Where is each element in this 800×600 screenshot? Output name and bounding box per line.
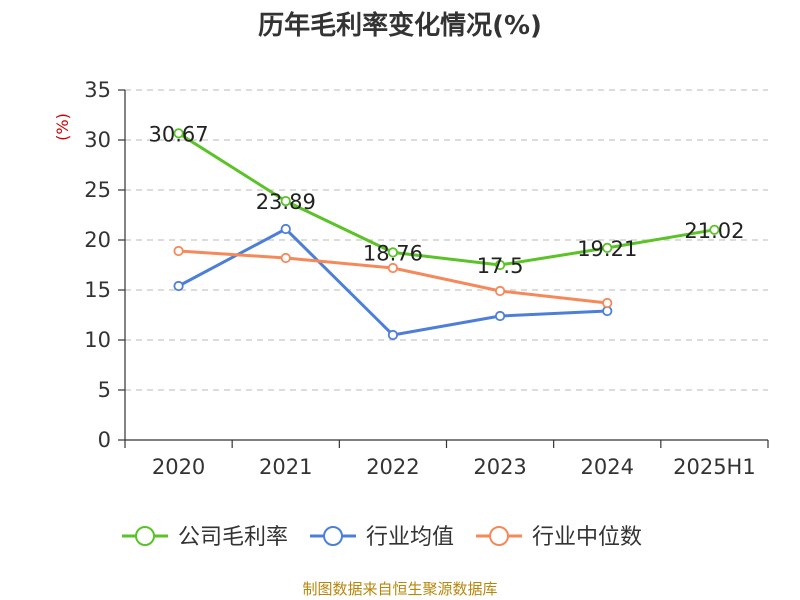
y-tick-label-35: 35 xyxy=(84,78,111,102)
series-2-point-2 xyxy=(387,262,399,274)
axes: 0 5 10 15 20 25 30 35 2020 2021 2022 2023 2024 2025H1 xyxy=(84,78,769,479)
y-tick-label-30: 30 xyxy=(84,128,111,152)
series-1-point-2 xyxy=(387,329,399,341)
legend: 公司毛利率 行业均值 行业中位数 xyxy=(122,525,642,550)
series-0-point-2 xyxy=(387,247,399,258)
series-line-0 xyxy=(177,132,715,267)
grid-lines xyxy=(125,89,768,391)
series-1-point-1 xyxy=(280,223,291,235)
x-tick-label-2023: 2023 xyxy=(473,455,526,479)
x-tick-label-2024: 2024 xyxy=(581,455,634,479)
data-label-0-3: 17.5 xyxy=(477,254,524,278)
legend-marker-0 xyxy=(135,526,155,546)
legend-label-0: 公司毛利率 xyxy=(178,525,288,550)
legend-label-2: 行业中位数 xyxy=(532,525,642,550)
y-tick-label-20: 20 xyxy=(84,228,111,252)
data-label-0-2: 18.76 xyxy=(363,241,423,265)
legend-marker-2 xyxy=(489,526,510,546)
series-0-point-1 xyxy=(280,196,291,207)
series-layer xyxy=(173,128,720,341)
series-0-point-4 xyxy=(602,242,613,253)
y-tick-label-0: 0 xyxy=(98,428,111,452)
series-1-point-3 xyxy=(494,310,506,322)
y-tick-label-25: 25 xyxy=(84,178,111,202)
data-label-0-1: 23.89 xyxy=(256,190,316,214)
y-tick-label-5: 5 xyxy=(98,378,111,402)
series-2-point-1 xyxy=(280,252,291,264)
series-2-point-0 xyxy=(173,245,184,257)
data-label-0-5: 21.02 xyxy=(684,219,744,243)
x-tick-label-2025H1: 2025H1 xyxy=(673,455,756,479)
data-label-0-0: 30.67 xyxy=(149,122,209,146)
y-axis-unit: (%) xyxy=(53,113,72,141)
data-labels: 30.67 23.89 18.76 17.5 19.21 21.02 xyxy=(149,122,745,278)
x-tick-label-2022: 2022 xyxy=(366,455,419,479)
legend-label-1: 行业均值 xyxy=(366,525,454,550)
series-2-point-4 xyxy=(602,297,613,309)
y-tick-label-15: 15 xyxy=(84,278,111,302)
series-0-point-5 xyxy=(709,224,720,235)
x-tick-label-2020: 2020 xyxy=(152,455,205,479)
series-1-point-0 xyxy=(173,280,184,292)
source-note: 制图数据来自恒生聚源数据库 xyxy=(302,580,497,598)
chart-title: 历年毛利率变化情况(%) xyxy=(258,10,542,41)
data-label-0-4: 19.21 xyxy=(577,237,637,261)
series-0-point-0 xyxy=(173,128,184,139)
x-tick-label-2021: 2021 xyxy=(259,455,312,479)
legend-marker-1 xyxy=(323,526,344,546)
series-0-point-3 xyxy=(494,259,506,271)
series-2-point-3 xyxy=(494,285,506,297)
y-tick-label-10: 10 xyxy=(84,328,111,352)
